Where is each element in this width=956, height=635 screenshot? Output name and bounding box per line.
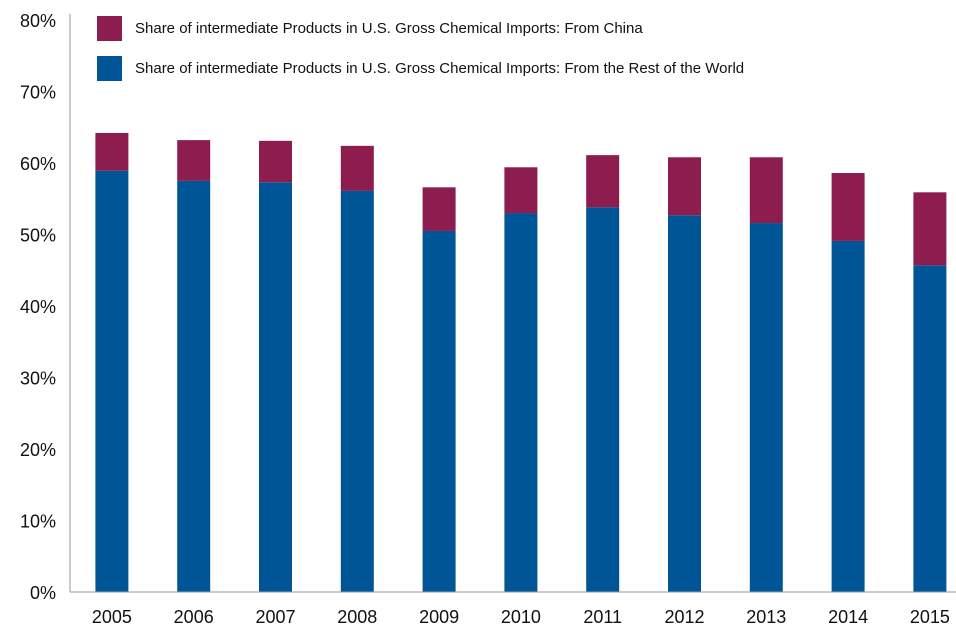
bar-segment	[586, 207, 620, 592]
x-tick-label: 2014	[828, 607, 868, 627]
x-tick-label: 2008	[337, 607, 377, 627]
bar-segment	[340, 190, 374, 592]
bar-segment	[668, 215, 701, 592]
bar-segment	[831, 173, 865, 241]
bar-segment	[422, 230, 456, 593]
y-tick-label: 10%	[20, 511, 56, 531]
y-tick-label: 0%	[30, 583, 56, 603]
bar-segment	[586, 155, 620, 208]
bar-segment	[177, 140, 211, 181]
bar-segment	[913, 265, 947, 592]
bar-segment	[259, 182, 292, 592]
x-tick-label: 2009	[419, 607, 459, 627]
y-tick-label: 70%	[20, 82, 56, 102]
y-tick-label: 80%	[20, 11, 56, 31]
x-tick-label: 2011	[583, 607, 622, 627]
bar-segment	[177, 180, 211, 592]
y-tick-label: 30%	[20, 368, 56, 388]
bar-segment	[913, 192, 947, 266]
bar-segment	[95, 170, 129, 593]
legend-swatch	[97, 16, 122, 41]
bar-segment	[422, 187, 456, 231]
bar-segment	[95, 132, 129, 171]
bar-segment	[504, 213, 538, 593]
bar-segment	[831, 240, 865, 592]
x-tick-label: 2007	[255, 607, 295, 627]
bar-segment	[749, 223, 783, 592]
x-tick-label: 2013	[746, 607, 786, 627]
x-tick-label: 2012	[664, 607, 704, 627]
y-tick-label: 60%	[20, 154, 56, 174]
bar-segment	[259, 140, 292, 183]
bar-segment	[504, 167, 538, 214]
legend-label: Share of intermediate Products in U.S. G…	[135, 60, 744, 77]
bar-segment	[749, 157, 783, 224]
y-tick-label: 20%	[20, 440, 56, 460]
legend-swatch	[97, 56, 122, 81]
x-tick-label: 2010	[501, 607, 541, 627]
x-tick-label: 2006	[174, 607, 214, 627]
bar-segment	[668, 157, 701, 216]
x-tick-label: 2005	[92, 607, 132, 627]
x-tick-label: 2015	[910, 607, 950, 627]
legend-label: Share of intermediate Products in U.S. G…	[135, 20, 643, 37]
y-tick-label: 40%	[20, 297, 56, 317]
y-tick-label: 50%	[20, 225, 56, 245]
bar-segment	[340, 145, 374, 191]
